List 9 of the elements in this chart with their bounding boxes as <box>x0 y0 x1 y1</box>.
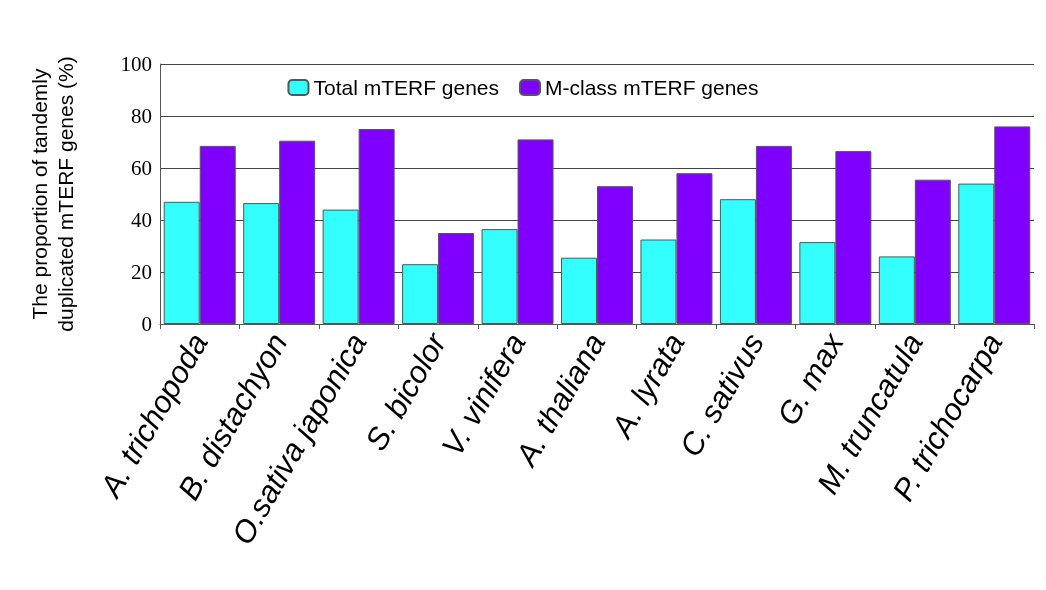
y-axis-title: The proportion of tandemly duplicated mTERF genes (%) <box>27 56 77 332</box>
legend-label: Total mTERF genes <box>313 76 500 99</box>
y-tick-label: 0 <box>141 312 152 336</box>
y-tick-label: 20 <box>131 260 152 284</box>
y-tick-label: 60 <box>131 156 152 180</box>
y-tick-label: 40 <box>131 208 152 232</box>
legend-label: M-class mTERF genes <box>545 76 759 99</box>
y-tick-label: 80 <box>131 104 152 128</box>
y-tick-label: 100 <box>120 52 152 76</box>
